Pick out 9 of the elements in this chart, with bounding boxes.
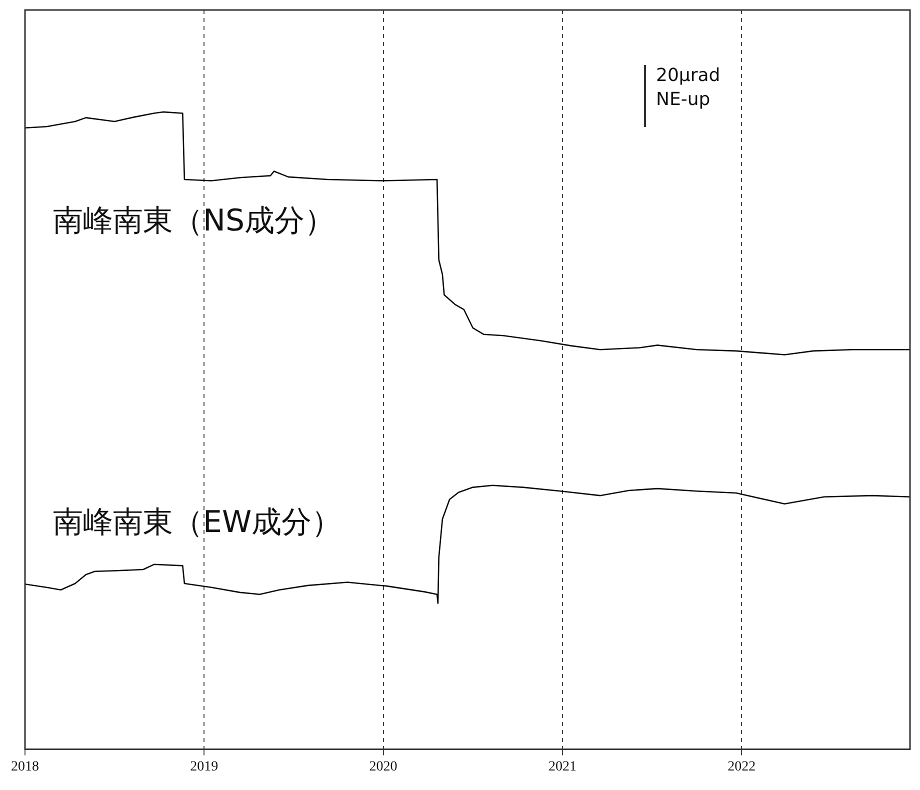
series-label: 南峰南東（EW成分）	[53, 504, 342, 540]
x-tick-label: 2019	[190, 759, 218, 774]
x-tick-label: 2020	[369, 759, 398, 774]
text: NE-up	[656, 88, 712, 112]
x-tick-label: 2022	[728, 759, 756, 774]
x-tick-label: 2021	[548, 759, 576, 774]
text: 20μrad	[656, 64, 720, 88]
x-tick-label: 2018	[11, 759, 39, 774]
series-label: 南峰南東（NS成分）	[53, 204, 334, 239]
